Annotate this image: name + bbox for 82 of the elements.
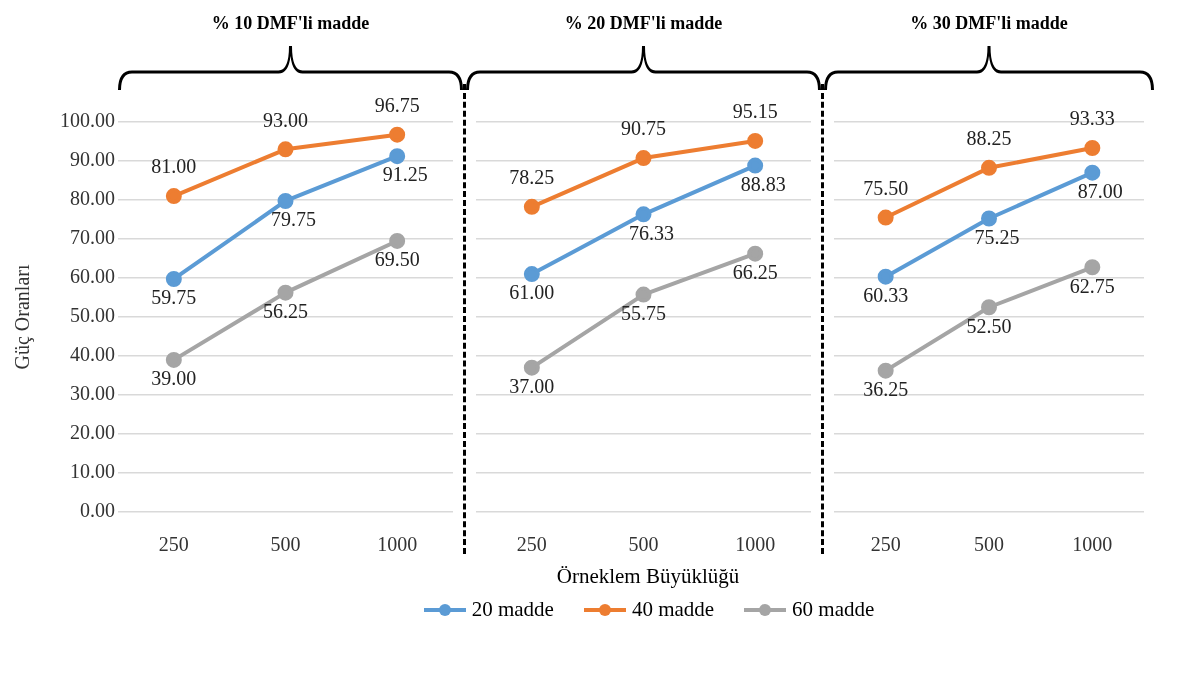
legend-label: 60 madde xyxy=(792,597,875,622)
point xyxy=(1084,259,1101,276)
x-tick-label: 1000 xyxy=(1072,533,1113,556)
data-label: 62.75 xyxy=(1069,274,1115,297)
y-tick-label: 90.00 xyxy=(70,148,115,171)
point xyxy=(877,362,894,379)
data-label: 55.75 xyxy=(621,301,666,324)
y-tick-label: 80.00 xyxy=(70,187,115,210)
x-tick-label: 1000 xyxy=(377,533,418,556)
point xyxy=(635,286,652,303)
y-tick-label: 60.00 xyxy=(70,265,115,288)
point xyxy=(165,270,182,287)
data-label: 61.00 xyxy=(509,281,555,304)
x-tick-label: 500 xyxy=(628,533,659,556)
point xyxy=(877,268,894,285)
y-tick-label: 10.00 xyxy=(70,460,115,483)
data-label: 75.25 xyxy=(974,225,1020,248)
x-tick-label: 250 xyxy=(516,533,547,556)
point xyxy=(277,192,294,209)
point xyxy=(389,232,406,249)
data-label: 78.25 xyxy=(509,166,555,189)
y-tick-label: 70.00 xyxy=(70,226,115,249)
point xyxy=(635,150,652,167)
point xyxy=(277,284,294,301)
point xyxy=(389,148,406,165)
point xyxy=(165,351,182,368)
data-label: 36.25 xyxy=(863,377,909,400)
x-tick-label: 1000 xyxy=(735,533,776,556)
point xyxy=(1084,164,1101,181)
legend-label: 40 madde xyxy=(631,597,715,622)
point xyxy=(981,159,997,176)
x-tick-label: 500 xyxy=(974,533,1004,556)
chart-title: % 30 DMF'li madde xyxy=(909,12,1069,35)
data-label: 87.00 xyxy=(1077,179,1123,202)
chart-title: % 10 DMF'li madde xyxy=(210,12,371,35)
data-label: 93.00 xyxy=(263,108,308,131)
point xyxy=(635,206,652,223)
y-tick-label: 0.00 xyxy=(80,499,115,522)
data-label: 39.00 xyxy=(151,367,197,390)
data-label: 88.25 xyxy=(966,127,1012,150)
y-tick-label: 40.00 xyxy=(70,343,115,366)
point xyxy=(523,198,540,215)
data-label: 75.50 xyxy=(863,176,909,199)
data-label: 59.75 xyxy=(151,286,197,309)
data-label: 91.25 xyxy=(382,163,428,186)
data-label: 81.00 xyxy=(151,155,197,178)
y-tick-label: 50.00 xyxy=(70,304,115,327)
y-axis-title: Güç Oranları xyxy=(11,264,35,370)
data-label: 93.33 xyxy=(1069,107,1115,130)
data-label: 69.50 xyxy=(374,248,420,271)
point xyxy=(747,132,764,149)
data-label: 52.50 xyxy=(966,314,1012,337)
x-tick-label: 250 xyxy=(158,533,189,556)
y-tick-label: 20.00 xyxy=(70,421,115,444)
data-label: 90.75 xyxy=(621,117,666,140)
y-tick-label: 30.00 xyxy=(70,382,115,405)
x-tick-label: 500 xyxy=(270,533,301,556)
data-label: 95.15 xyxy=(732,100,778,123)
data-label: 96.75 xyxy=(374,93,420,116)
x-tick-label: 250 xyxy=(870,533,901,556)
data-label: 37.00 xyxy=(509,374,555,397)
point xyxy=(165,188,182,205)
data-label: 56.25 xyxy=(263,299,308,322)
data-label: 76.33 xyxy=(629,221,674,244)
point xyxy=(523,266,540,283)
data-label: 88.83 xyxy=(740,172,786,195)
point xyxy=(389,126,406,143)
data-label: 60.33 xyxy=(863,283,909,306)
point xyxy=(277,141,294,158)
point xyxy=(981,210,997,227)
data-label: 66.25 xyxy=(732,260,778,283)
data-label: 79.75 xyxy=(271,208,316,231)
point xyxy=(523,359,540,376)
point xyxy=(1084,140,1101,157)
chart-title: % 20 DMF'li madde xyxy=(563,12,724,35)
point xyxy=(981,299,997,316)
point xyxy=(747,157,764,174)
x-axis-title: Örneklem Büyüklüğü xyxy=(555,564,741,589)
legend-label: 20 madde xyxy=(471,597,554,622)
point xyxy=(747,245,764,262)
y-tick-label: 100.00 xyxy=(60,109,115,132)
point xyxy=(877,209,894,226)
